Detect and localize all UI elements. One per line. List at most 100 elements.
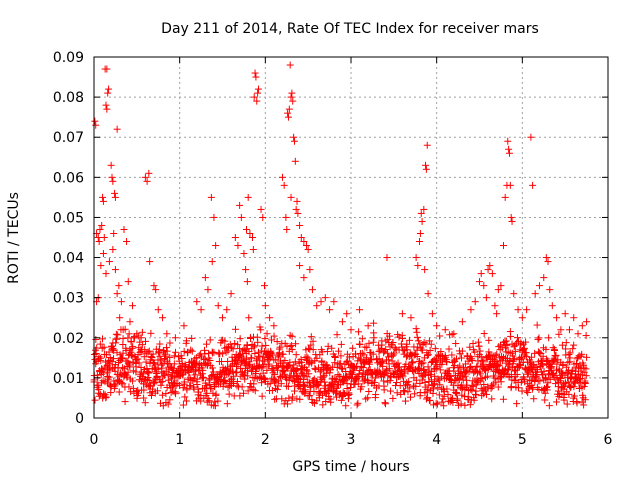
data-point: [335, 391, 343, 399]
data-point: [180, 322, 188, 330]
data-point: [304, 354, 312, 362]
data-point: [341, 390, 349, 398]
data-point: [138, 328, 146, 336]
data-points: [90, 61, 591, 410]
data-point: [144, 374, 152, 382]
x-tick-label: 4: [432, 432, 441, 448]
data-point: [345, 390, 353, 398]
data-point: [115, 388, 123, 396]
data-point: [164, 376, 172, 384]
data-point: [301, 381, 309, 389]
data-point: [157, 378, 165, 386]
data-point: [450, 330, 458, 338]
data-point: [225, 390, 233, 398]
data-point: [453, 390, 461, 398]
data-point: [441, 326, 449, 334]
data-point: [358, 349, 366, 357]
data-point: [507, 213, 515, 221]
data-point: [483, 372, 491, 380]
data-point: [163, 330, 171, 338]
data-point: [105, 348, 113, 356]
data-point: [107, 389, 115, 397]
data-point: [265, 360, 273, 368]
data-point: [420, 339, 428, 347]
data-point: [419, 359, 427, 367]
data-point: [349, 344, 357, 352]
data-point: [412, 382, 420, 390]
data-point: [121, 398, 129, 406]
data-point: [542, 254, 550, 262]
data-point: [335, 347, 343, 355]
data-point: [343, 385, 351, 393]
data-point: [582, 372, 590, 380]
data-point: [346, 384, 354, 392]
data-point: [164, 400, 172, 408]
data-point: [427, 371, 435, 379]
y-tick-label: 0.03: [53, 291, 84, 307]
data-point: [288, 393, 296, 401]
data-point: [438, 360, 446, 368]
data-point: [300, 238, 308, 246]
data-point: [246, 383, 254, 391]
data-point: [504, 366, 512, 374]
data-point: [369, 350, 377, 358]
data-point: [379, 362, 387, 370]
data-point: [539, 361, 547, 369]
data-point: [486, 351, 494, 359]
data-point: [458, 318, 466, 326]
data-point: [179, 401, 187, 409]
data-point: [337, 396, 345, 404]
data-point: [269, 365, 277, 373]
data-point: [296, 262, 304, 270]
data-point: [243, 278, 251, 286]
data-point: [133, 330, 141, 338]
data-point: [240, 250, 248, 258]
data-point: [135, 359, 143, 367]
data-point: [257, 326, 265, 334]
y-tick-label: 0.05: [53, 210, 84, 226]
data-point: [363, 354, 371, 362]
data-point: [92, 335, 100, 343]
data-point: [113, 125, 121, 133]
data-point: [100, 234, 108, 241]
data-point: [573, 399, 581, 407]
data-point: [236, 201, 244, 209]
data-point: [193, 375, 201, 383]
data-point: [535, 282, 543, 290]
data-point: [273, 338, 281, 346]
data-point: [102, 101, 110, 109]
data-point: [523, 306, 531, 314]
data-point: [392, 367, 400, 375]
data-point: [355, 328, 363, 336]
data-point: [404, 388, 412, 396]
data-point: [125, 330, 133, 338]
data-point: [570, 383, 578, 391]
data-point: [422, 165, 430, 173]
data-point: [129, 302, 137, 310]
data-point: [358, 335, 366, 343]
data-point: [548, 302, 556, 310]
data-point: [508, 217, 516, 225]
data-point: [467, 355, 475, 363]
data-point: [174, 380, 182, 388]
data-point: [414, 262, 422, 270]
data-point: [466, 401, 474, 409]
data-point: [289, 97, 297, 105]
data-point: [102, 393, 110, 401]
data-point: [288, 342, 296, 350]
data-point: [394, 359, 402, 367]
data-point: [254, 85, 262, 93]
data-point: [278, 395, 286, 403]
data-point: [557, 368, 565, 376]
data-point: [160, 371, 168, 379]
data-point: [183, 386, 191, 394]
data-point: [99, 335, 107, 343]
data-point: [494, 361, 502, 369]
data-point: [290, 361, 298, 369]
data-point: [114, 331, 122, 339]
data-point: [516, 361, 524, 369]
data-point: [324, 342, 332, 350]
data-point: [115, 282, 123, 290]
data-point: [284, 109, 292, 117]
data-point: [102, 394, 110, 402]
